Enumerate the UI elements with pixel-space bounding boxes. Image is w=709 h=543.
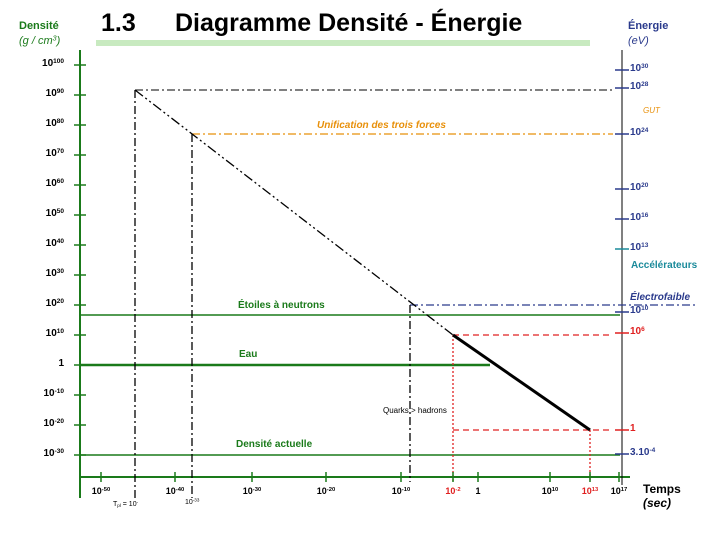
right-tick-label: 3.10-4 [630,446,656,458]
label-unification: Unification des trois forces [317,120,446,131]
right-tick-label: 1024 [630,126,649,138]
page-title: Diagramme Densité - Énergie [175,9,523,37]
left-tick-label: 1030 [45,267,64,279]
right-tick-label: 1020 [630,181,649,193]
x-tick-10e-33: 10-33 [185,497,200,506]
right-tick-label: 1016 [630,211,649,223]
right-tick-label: 1028 [630,80,649,92]
right-axis-title: Énergie [628,20,669,32]
left-axis-ticks [74,64,86,456]
left-tick-label: 1080 [45,117,64,129]
label-electrofaible: Électrofaible [630,292,691,303]
left-tick-label: 1070 [45,147,64,159]
left-tick-label: 10-20 [43,417,64,429]
right-tick-label: 106 [630,325,645,337]
left-tick-label: 1 [58,358,64,369]
right-axis-ticks [615,69,629,455]
x-axis-unit: (sec) [643,496,672,510]
left-tick-label: 1060 [45,177,64,189]
right-tick-label: 1013 [630,241,649,253]
title-underline [96,40,590,46]
right-axis-unit: (eV) [628,35,649,47]
planck-time-note: Tpl = 10- [113,499,139,508]
label-eau: Eau [239,349,258,360]
x-tick-label: 10-30 [242,486,262,496]
label-gut: GUT [643,106,660,115]
left-axis-unit: (g / cm3) [19,34,61,47]
x-axis-ticks [100,472,620,482]
left-tick-label: 10100 [42,57,64,69]
right-tick-label: 1030 [630,62,649,74]
left-tick-label: 1020 [45,297,64,309]
x-tick-label: 1010 [541,486,559,496]
curve-late-universe [452,333,591,432]
left-tick-label: 1010 [45,327,64,339]
x-tick-label: 10-40 [165,486,185,496]
x-tick-label: 1013 [581,486,599,496]
left-axis-title: Densité [19,20,59,32]
left-tick-label: 1040 [45,237,64,249]
right-tick-label: 1010 [630,304,649,316]
x-tick-label: 1017 [610,486,628,496]
x-tick-label: 10-10 [391,486,411,496]
x-axis-title: Temps [643,482,681,496]
left-tick-label: 10-30 [43,447,64,459]
section-number: 1.3 [101,9,136,37]
x-tick-label: 10-50 [91,486,111,496]
left-tick-label: 1090 [45,87,64,99]
label-quarks-hadrons: Quarks > hadrons [383,406,447,415]
x-tick-label: 10-2 [445,486,461,496]
label-densite-actuelle: Densité actuelle [236,439,313,450]
label-accelerateurs: Accélérateurs [631,260,698,271]
left-tick-label: 1050 [45,207,64,219]
x-tick-label: 1 [475,486,481,496]
right-tick-label: 1 [630,423,636,434]
left-tick-label: 10-10 [43,387,64,399]
x-tick-label: 10-20 [316,486,336,496]
label-etoiles-neutrons: Étoiles à neutrons [238,300,325,311]
